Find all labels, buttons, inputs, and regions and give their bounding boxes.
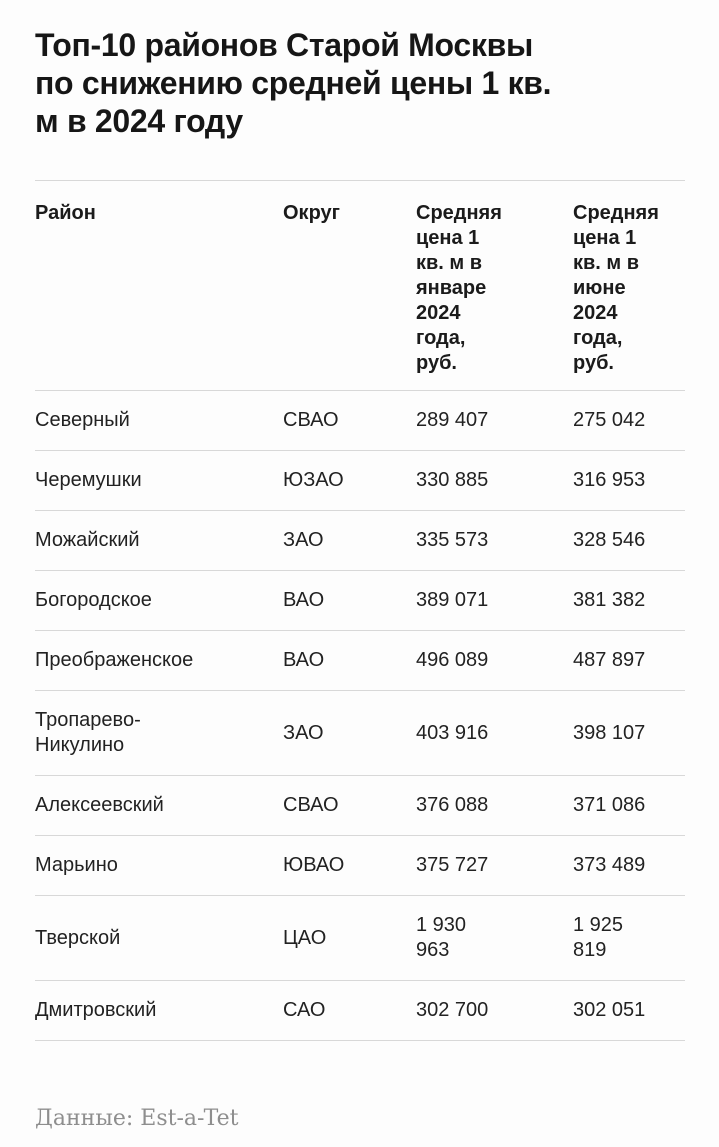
column-header-price-june: Средняя цена 1 кв. м в июне 2024 года, р… <box>573 202 659 374</box>
cell-okrug: СВАО <box>283 794 339 816</box>
cell-price-january: 376 088 <box>416 794 489 816</box>
cell-price-january: 403 916 <box>416 721 489 744</box>
table-row: Богородское ВАО 389 071 381 382 <box>35 571 685 631</box>
cell-district: Марьино <box>35 854 118 876</box>
cell-price-june: 381 382 <box>573 589 646 611</box>
column-header-price-january: Средняя цена 1 кв. м в январе 2024 года,… <box>416 202 502 374</box>
cell-district: Богородское <box>35 589 152 611</box>
table-row: Можайский ЗАО 335 573 328 546 <box>35 511 685 571</box>
cell-price-january: 389 071 <box>416 589 489 611</box>
cell-price-june: 328 546 <box>573 529 646 551</box>
table-row: Марьино ЮВАО 375 727 373 489 <box>35 836 685 896</box>
cell-okrug: ЦАО <box>283 926 327 949</box>
cell-price-january: 496 089 <box>416 649 489 671</box>
cell-price-june: 302 051 <box>573 999 646 1021</box>
cell-district: Можайский <box>35 529 140 551</box>
cell-okrug: ЮЗАО <box>283 469 344 491</box>
cell-price-june: 275 042 <box>573 409 646 431</box>
cell-price-january: 330 885 <box>416 469 489 491</box>
cell-okrug: ЗАО <box>283 721 324 744</box>
cell-price-june: 398 107 <box>573 721 646 744</box>
table-header-row: Район Округ Средняя цена 1 кв. м в январ… <box>35 180 685 391</box>
cell-district: Дмитровский <box>35 999 157 1021</box>
page-title: Топ-10 районов Старой Москвы по снижению… <box>35 27 552 139</box>
cell-price-june: 373 489 <box>573 854 646 876</box>
cell-district: Северный <box>35 409 130 431</box>
table-row: Тверской ЦАО 1 930 963 1 925 819 <box>35 896 685 981</box>
cell-price-june: 371 086 <box>573 794 646 816</box>
cell-price-june: 1 925 819 <box>573 914 624 961</box>
cell-price-january: 1 930 963 <box>416 914 467 961</box>
cell-okrug: ЮВАО <box>283 854 345 876</box>
cell-price-june: 316 953 <box>573 469 646 491</box>
cell-okrug: ВАО <box>283 649 325 671</box>
table-row: Северный СВАО 289 407 275 042 <box>35 391 685 451</box>
cell-district: Тверской <box>35 926 121 949</box>
cell-district: Алексеевский <box>35 794 164 816</box>
table-row: Дмитровский САО 302 700 302 051 <box>35 981 685 1041</box>
cell-district: Тропарево- Никулино <box>35 709 141 756</box>
table-row: Алексеевский СВАО 376 088 371 086 <box>35 776 685 836</box>
cell-okrug: СВАО <box>283 409 339 431</box>
table-row: Тропарево- Никулино ЗАО 403 916 398 107 <box>35 691 685 776</box>
column-header-okrug: Округ <box>283 202 340 224</box>
cell-okrug: ВАО <box>283 589 325 611</box>
cell-price-june: 487 897 <box>573 649 646 671</box>
cell-price-january: 335 573 <box>416 529 489 551</box>
cell-price-january: 375 727 <box>416 854 489 876</box>
cell-district: Черемушки <box>35 469 142 491</box>
cell-okrug: САО <box>283 999 326 1021</box>
cell-okrug: ЗАО <box>283 529 324 551</box>
price-table: Район Округ Средняя цена 1 кв. м в январ… <box>35 180 685 1041</box>
column-header-district: Район <box>35 202 96 224</box>
table-row: Преображенское ВАО 496 089 487 897 <box>35 631 685 691</box>
source-note: Данные: Est-a-Tet <box>35 1106 239 1131</box>
table-row: Черемушки ЮЗАО 330 885 316 953 <box>35 451 685 511</box>
cell-price-january: 289 407 <box>416 409 489 431</box>
cell-district: Преображенское <box>35 649 194 671</box>
cell-price-january: 302 700 <box>416 999 489 1021</box>
